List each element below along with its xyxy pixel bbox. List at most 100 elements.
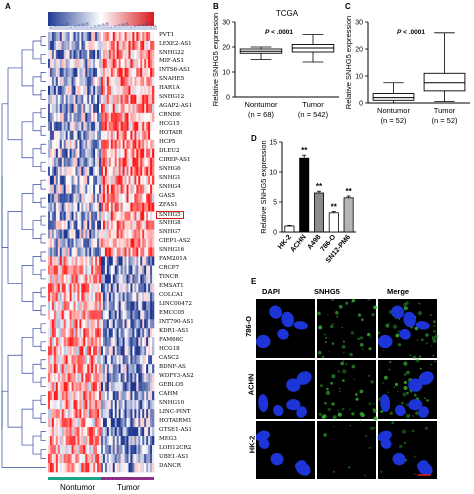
snhg5-signal	[393, 324, 397, 329]
snhg5-signal	[324, 401, 327, 405]
significance-mark: **	[301, 146, 308, 155]
category-label: Nontumor	[245, 100, 278, 109]
tumor-bar	[101, 477, 154, 480]
gene-label: LEXE2-AS1	[159, 40, 192, 47]
snhg5-signal	[359, 411, 364, 416]
gene-label: EMCC05	[159, 309, 185, 316]
snhg5-signal	[405, 403, 409, 407]
snhg5-signal	[341, 407, 345, 411]
gene-label: FAM66C	[159, 336, 184, 343]
bar	[328, 212, 339, 233]
gene-label: HOTAIRM1	[159, 417, 192, 424]
nucleus	[403, 311, 416, 328]
gene-label: AGAP2-AS1	[159, 103, 193, 110]
snhg5-signal	[359, 420, 362, 422]
nucleus	[256, 334, 271, 349]
col-label-dapi: DAPI	[262, 287, 280, 296]
snhg5-signal	[415, 411, 419, 415]
snhg5-signal	[325, 390, 330, 395]
snhg5-signal	[335, 311, 339, 315]
snhg5-signal	[403, 380, 407, 385]
y-tick-label: 15	[269, 140, 277, 147]
gene-label: DANCR	[159, 462, 181, 469]
micrograph-background	[256, 299, 315, 358]
snhg5-signal	[383, 375, 388, 380]
snhg5-signal	[434, 334, 439, 339]
snhg5-signal	[327, 407, 332, 412]
snhg5-signal	[398, 343, 402, 347]
nucleus	[377, 430, 392, 442]
row-label-hk2: HK-2	[247, 435, 257, 454]
bar	[314, 192, 324, 233]
gene-label: MIF-AS1	[159, 58, 184, 65]
nucleus	[286, 399, 301, 411]
nucleus	[295, 461, 311, 476]
snhg5-signal	[373, 426, 376, 429]
gene-label: SNHG16	[159, 247, 185, 253]
snhg5-signal	[417, 311, 422, 316]
bar	[343, 197, 354, 233]
snhg5-signal	[377, 478, 380, 479]
nontumor-bar	[48, 477, 101, 480]
snhg5-signal	[403, 303, 407, 307]
gene-label: WDFY3-AS2	[159, 372, 194, 379]
gene-label: SNHG12	[159, 94, 185, 101]
snhg5-signal	[367, 299, 371, 301]
y-tick-label: 30	[222, 20, 230, 27]
snhg5-signal	[359, 389, 364, 394]
snhg5-signal	[432, 354, 435, 357]
snhg5-signal	[432, 338, 437, 343]
gene-label: CRCP7	[159, 265, 180, 271]
row-label-786o: 786-O	[243, 316, 253, 337]
gene-label: CRNDE	[159, 112, 181, 119]
snhg5-signal	[322, 414, 327, 419]
category-label: Tumor	[302, 100, 324, 109]
snhg5-signal	[385, 323, 390, 328]
snhg5-signal	[405, 301, 409, 305]
snhg5-signal	[337, 370, 340, 373]
snhg5-signal	[318, 325, 323, 330]
snhg5-signal	[323, 433, 327, 437]
nucleus	[277, 328, 289, 340]
y-tick-label: 0	[226, 95, 230, 102]
snhg5-signal	[353, 378, 356, 380]
snhg5-signal	[364, 434, 368, 438]
snhg5-signal	[357, 337, 360, 340]
y-tick-label: 10	[355, 74, 363, 81]
row-label-achn: ACHN	[246, 373, 256, 396]
snhg5-signal	[403, 361, 408, 366]
tumor-group-label: Tumor	[117, 483, 140, 492]
snhg5-signal	[355, 397, 359, 401]
snhg5-signal	[331, 374, 336, 379]
gene-label: CIEP1-AS2	[159, 238, 191, 244]
snhg5-signal	[395, 333, 400, 338]
snhg5-signal	[416, 339, 419, 341]
snhg5-signal	[380, 410, 383, 414]
gene-label: SNHG7	[159, 229, 181, 236]
snhg5-signal	[408, 414, 411, 416]
nucleus	[415, 321, 430, 330]
gene-label: SNHG22	[159, 49, 185, 56]
snhg5-signal	[413, 472, 416, 475]
nucleus	[408, 399, 423, 411]
nucleus	[273, 404, 284, 417]
gene-label: DLEU2	[159, 148, 180, 155]
micrograph-cell	[317, 299, 378, 359]
snhg5-signal	[403, 373, 407, 376]
gene-label: HCG18	[159, 345, 180, 352]
y-tick-label: 20	[355, 47, 363, 54]
snhg5-signal	[369, 336, 372, 339]
gene-label: KDR1-AS1	[159, 327, 189, 334]
gene-label: BDNF-AS	[159, 363, 186, 370]
snhg5-signal	[360, 343, 364, 347]
snhg5-signal	[383, 349, 385, 351]
snhg5-signal	[330, 381, 333, 385]
gene-label: CASC2	[159, 354, 179, 361]
snhg5-signal	[321, 355, 325, 359]
snhg5-signal	[415, 358, 420, 363]
gene-label-highlighted: SNHG5	[156, 211, 184, 220]
snhg5-signal	[332, 470, 335, 473]
nucleus	[258, 394, 269, 412]
